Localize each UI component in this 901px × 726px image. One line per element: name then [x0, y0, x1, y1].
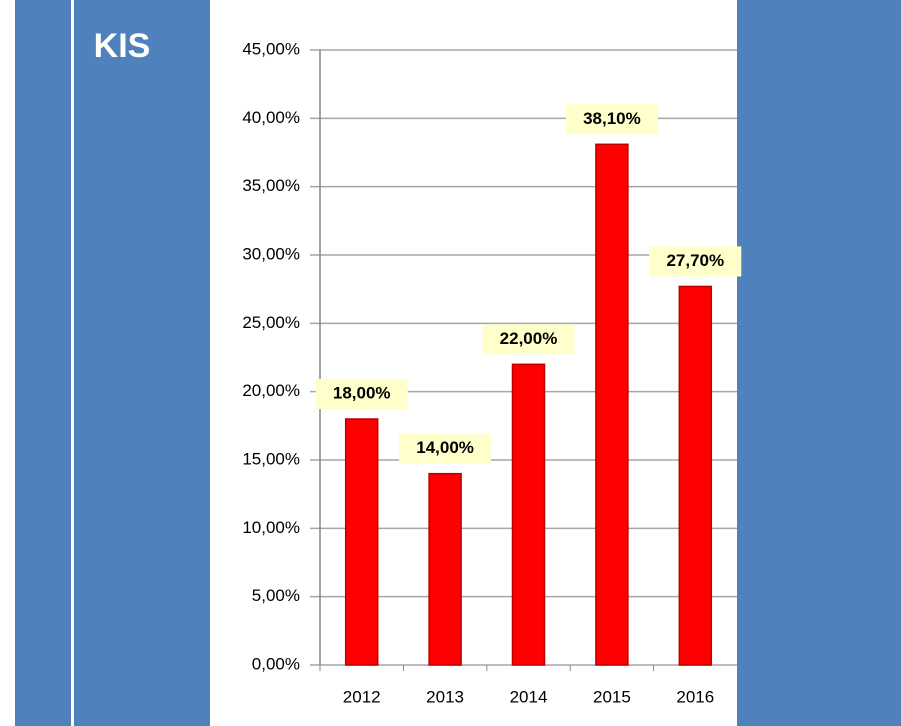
bar — [595, 143, 629, 666]
panel-divider — [71, 0, 74, 726]
left-panel — [15, 0, 210, 726]
y-tick-label: 40,00% — [242, 108, 300, 127]
x-tick-label: 2014 — [510, 687, 548, 706]
x-tick-label: 2012 — [343, 687, 381, 706]
y-tick-label: 10,00% — [242, 518, 300, 537]
y-tick-label: 35,00% — [242, 176, 300, 195]
x-tick-label: 2015 — [593, 687, 631, 706]
value-label: 38,10% — [583, 109, 641, 128]
value-label: 18,00% — [333, 383, 391, 402]
value-label: 27,70% — [666, 251, 724, 270]
x-tick-label: 2013 — [426, 687, 464, 706]
y-tick-label: 0,00% — [252, 654, 300, 673]
bar — [428, 472, 462, 666]
chart-title: KIS — [94, 27, 151, 65]
bar — [511, 363, 546, 666]
bar — [344, 418, 379, 666]
value-label-bg — [315, 379, 408, 409]
y-tick-label: 45,00% — [242, 39, 300, 58]
x-tick-label: 2016 — [676, 687, 714, 706]
value-label-bg — [399, 433, 492, 464]
y-tick-label: 25,00% — [242, 313, 300, 332]
value-label-bg — [649, 246, 742, 277]
bar — [678, 285, 713, 666]
right-panel — [737, 0, 901, 726]
y-tick-label: 5,00% — [252, 586, 300, 605]
value-label: 14,00% — [416, 438, 474, 457]
value-label: 22,00% — [500, 329, 558, 348]
value-label-bg — [565, 104, 658, 135]
y-tick-label: 20,00% — [242, 381, 300, 400]
y-tick-label: 30,00% — [242, 244, 300, 263]
y-tick-label: 15,00% — [242, 449, 300, 468]
value-label-bg — [482, 324, 575, 355]
